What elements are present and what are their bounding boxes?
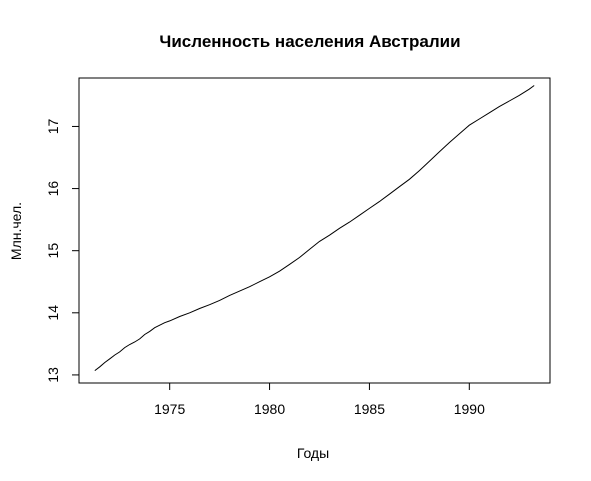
y-tick-label: 13 [45,367,61,383]
x-tick-label: 1975 [154,401,185,417]
x-tick-label: 1990 [454,401,485,417]
x-tick-label: 1980 [254,401,285,417]
y-tick-label: 17 [45,118,61,134]
x-axis-label: Годы [297,445,329,461]
chart-title: Численность населения Австралии [159,32,460,51]
x-axis: 1975 1980 1985 1990 [154,382,485,417]
y-tick-label: 15 [45,243,61,259]
x-tick-label: 1985 [354,401,385,417]
y-tick-label: 14 [45,305,61,321]
y-axis: 13 14 15 16 17 [45,118,80,383]
y-tick-label: 16 [45,181,61,197]
plot-frame [78,77,551,384]
y-axis-label: Млн.чел. [8,202,24,260]
population-series-line [94,85,535,371]
